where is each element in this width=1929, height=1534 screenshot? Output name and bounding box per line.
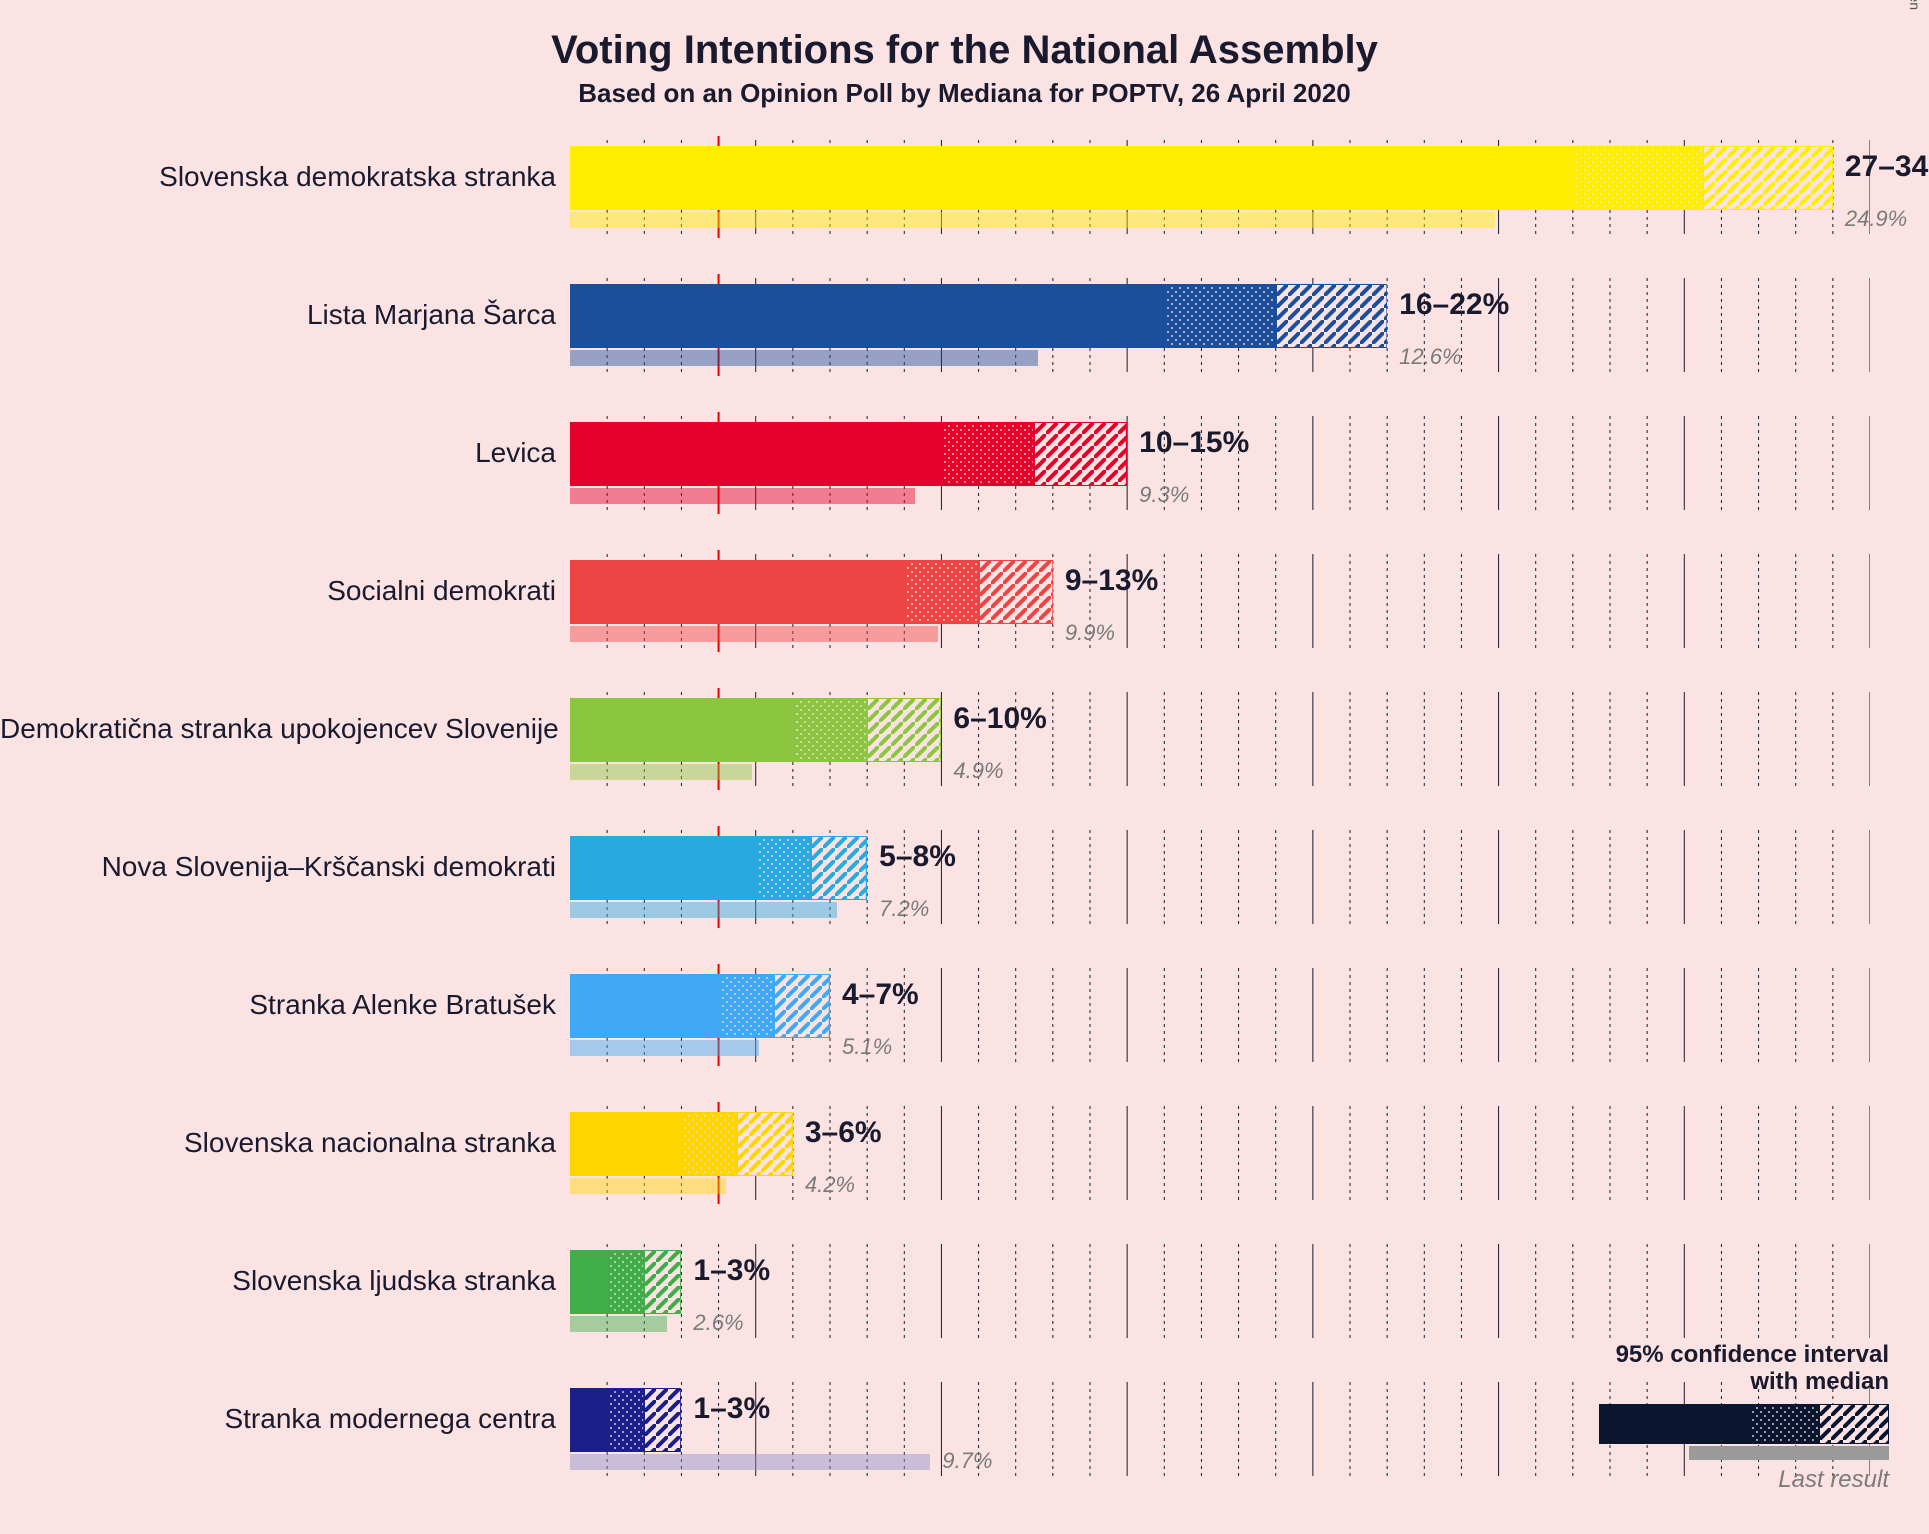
chart-title: Voting Intentions for the National Assem… — [0, 28, 1929, 73]
solid-bar — [570, 698, 793, 762]
last-result-label: 7.2% — [879, 896, 929, 922]
ci-inner-bar — [904, 560, 978, 624]
party-label: Slovenska nacionalna stranka — [0, 1127, 556, 1159]
value-label: 3–6% — [805, 1116, 882, 1150]
solid-bar — [570, 1112, 681, 1176]
ci-inner-bar — [607, 1250, 644, 1314]
value-label: 1–3% — [693, 1392, 770, 1426]
ci-inner-bar — [941, 422, 1034, 486]
value-label: 6–10% — [953, 702, 1046, 736]
ci-outer-bar — [644, 1250, 681, 1314]
last-result-bar — [570, 212, 1495, 228]
party-label: Socialni demokrati — [0, 575, 556, 607]
party-label: Demokratična stranka upokojencev Sloveni… — [0, 713, 556, 745]
ci-outer-bar — [774, 974, 830, 1038]
party-row: Socialni demokrati 9–13% 9.9% — [570, 542, 1870, 680]
party-label: Slovenska demokratska stranka — [0, 161, 556, 193]
party-row: Stranka Alenke Bratušek 4–7% 5.1% — [570, 956, 1870, 1094]
last-result-bar — [570, 902, 837, 918]
ci-outer-bar — [1034, 422, 1127, 486]
ci-outer-bar — [644, 1388, 681, 1452]
ci-inner-bar — [607, 1388, 644, 1452]
legend-ci2-box — [1819, 1404, 1889, 1444]
last-result-label: 24.9% — [1845, 206, 1907, 232]
value-label: 9–13% — [1065, 564, 1158, 598]
ci-outer-bar — [1276, 284, 1387, 348]
legend-solid-box — [1599, 1404, 1749, 1444]
party-row: Slovenska demokratska stranka 27–34% 24.… — [570, 128, 1870, 266]
ci-inner-bar — [1573, 146, 1703, 210]
last-result-label: 5.1% — [842, 1034, 892, 1060]
party-row: Lista Marjana Šarca 16–22% 12.6% — [570, 266, 1870, 404]
party-row: Nova Slovenija–Krščanski demokrati 5–8% … — [570, 818, 1870, 956]
ci-inner-bar — [756, 836, 812, 900]
last-result-bar — [570, 1040, 759, 1056]
last-result-label: 2.6% — [693, 1310, 743, 1336]
party-label: Slovenska ljudska stranka — [0, 1265, 556, 1297]
party-label: Levica — [0, 437, 556, 469]
value-label: 16–22% — [1399, 288, 1509, 322]
solid-bar — [570, 1250, 607, 1314]
value-label: 4–7% — [842, 978, 919, 1012]
last-result-label: 9.3% — [1139, 482, 1189, 508]
last-result-bar — [570, 488, 915, 504]
last-result-bar — [570, 1316, 667, 1332]
party-row: Levica 10–15% 9.3% — [570, 404, 1870, 542]
plot-area: Slovenska demokratska stranka 27–34% 24.… — [570, 128, 1870, 1508]
party-row: Slovenska nacionalna stranka 3–6% 4.2% — [570, 1094, 1870, 1232]
value-label: 27–34% — [1845, 150, 1929, 184]
solid-bar — [570, 1388, 607, 1452]
party-row: Demokratična stranka upokojencev Sloveni… — [570, 680, 1870, 818]
last-result-label: 9.7% — [942, 1448, 992, 1474]
last-result-bar — [570, 764, 752, 780]
last-result-label: 4.2% — [805, 1172, 855, 1198]
legend-last-result-label: Last result — [1599, 1466, 1889, 1494]
ci-outer-bar — [737, 1112, 793, 1176]
copyright: © 2020 Filip van Laenen — [1907, 0, 1923, 10]
ci-inner-bar — [719, 974, 775, 1038]
last-result-label: 4.9% — [953, 758, 1003, 784]
party-label: Nova Slovenija–Krščanski demokrati — [0, 851, 556, 883]
solid-bar — [570, 560, 904, 624]
solid-bar — [570, 974, 719, 1038]
ci-outer-bar — [867, 698, 941, 762]
last-result-label: 9.9% — [1065, 620, 1115, 646]
legend-title-2: with median — [1599, 1368, 1889, 1396]
chart-subtitle: Based on an Opinion Poll by Mediana for … — [0, 78, 1929, 109]
ci-inner-bar — [1164, 284, 1275, 348]
ci-inner-bar — [793, 698, 867, 762]
legend-ci1-box — [1749, 1404, 1819, 1444]
legend: 95% confidence interval with median Last… — [1599, 1341, 1889, 1494]
party-label: Lista Marjana Šarca — [0, 299, 556, 331]
value-label: 5–8% — [879, 840, 956, 874]
value-label: 10–15% — [1139, 426, 1249, 460]
ci-outer-bar — [979, 560, 1053, 624]
solid-bar — [570, 146, 1573, 210]
ci-inner-bar — [681, 1112, 737, 1176]
party-label: Stranka modernega centra — [0, 1403, 556, 1435]
ci-outer-bar — [1703, 146, 1833, 210]
legend-title-1: 95% confidence interval — [1599, 1341, 1889, 1369]
legend-last-box — [1689, 1446, 1889, 1460]
ci-outer-bar — [811, 836, 867, 900]
last-result-bar — [570, 350, 1038, 366]
last-result-label: 12.6% — [1399, 344, 1461, 370]
value-label: 1–3% — [693, 1254, 770, 1288]
last-result-bar — [570, 626, 938, 642]
solid-bar — [570, 422, 941, 486]
last-result-bar — [570, 1454, 930, 1470]
last-result-bar — [570, 1178, 726, 1194]
solid-bar — [570, 836, 756, 900]
party-label: Stranka Alenke Bratušek — [0, 989, 556, 1021]
solid-bar — [570, 284, 1164, 348]
